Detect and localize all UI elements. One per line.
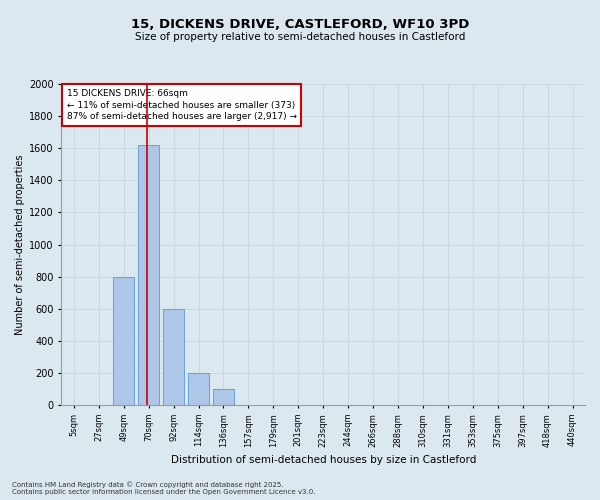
Text: Contains HM Land Registry data © Crown copyright and database right 2025.: Contains HM Land Registry data © Crown c… bbox=[12, 481, 284, 488]
Y-axis label: Number of semi-detached properties: Number of semi-detached properties bbox=[15, 154, 25, 335]
Text: Size of property relative to semi-detached houses in Castleford: Size of property relative to semi-detach… bbox=[135, 32, 465, 42]
Bar bbox=[163, 309, 184, 405]
Text: 15 DICKENS DRIVE: 66sqm
← 11% of semi-detached houses are smaller (373)
87% of s: 15 DICKENS DRIVE: 66sqm ← 11% of semi-de… bbox=[67, 89, 296, 122]
Bar bbox=[113, 276, 134, 405]
Text: Contains public sector information licensed under the Open Government Licence v3: Contains public sector information licen… bbox=[12, 489, 316, 495]
Bar bbox=[213, 389, 234, 405]
X-axis label: Distribution of semi-detached houses by size in Castleford: Distribution of semi-detached houses by … bbox=[170, 455, 476, 465]
Text: 15, DICKENS DRIVE, CASTLEFORD, WF10 3PD: 15, DICKENS DRIVE, CASTLEFORD, WF10 3PD bbox=[131, 18, 469, 30]
Bar bbox=[138, 145, 159, 405]
Bar bbox=[188, 373, 209, 405]
